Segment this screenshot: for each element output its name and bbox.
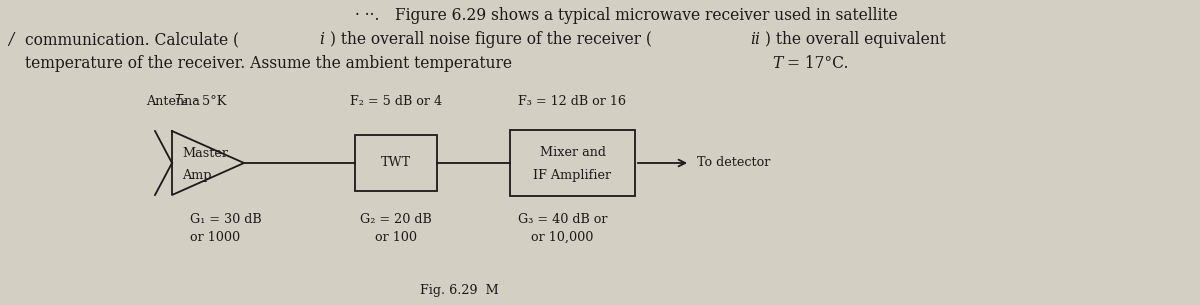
Text: = 17°C.: = 17°C.	[787, 55, 848, 72]
Text: Fig. 6.29  M: Fig. 6.29 M	[420, 284, 499, 297]
Text: T: T	[772, 55, 782, 72]
Text: or 100: or 100	[374, 231, 418, 244]
Text: G₁ = 30 dB: G₁ = 30 dB	[190, 213, 262, 226]
Text: or 10,000: or 10,000	[532, 231, 594, 244]
Text: /: /	[8, 31, 13, 48]
Text: Figure 6.29 shows a typical microwave receiver used in satellite: Figure 6.29 shows a typical microwave re…	[395, 7, 898, 24]
Text: Mixer and: Mixer and	[540, 146, 606, 160]
Text: IF Amplifier: IF Amplifier	[534, 168, 612, 181]
Text: i: i	[319, 31, 324, 48]
Text: F₃ = 12 dB or 16: F₃ = 12 dB or 16	[518, 95, 626, 108]
Text: $T_e$: $T_e$	[174, 93, 188, 108]
Text: or 1000: or 1000	[190, 231, 240, 244]
Text: TWT: TWT	[380, 156, 412, 170]
Text: Amp: Amp	[182, 168, 211, 181]
Text: ) the overall noise figure of the receiver (: ) the overall noise figure of the receiv…	[330, 31, 652, 48]
Text: Master: Master	[182, 148, 228, 160]
Text: ii: ii	[750, 31, 761, 48]
Text: · 5°K: · 5°K	[194, 95, 227, 108]
Text: temperature of the receiver. Assume the ambient temperature: temperature of the receiver. Assume the …	[25, 55, 517, 72]
Text: ) the overall equivalent: ) the overall equivalent	[766, 31, 946, 48]
Text: · ··.: · ··.	[355, 7, 384, 24]
Text: communication. Calculate (: communication. Calculate (	[25, 31, 239, 48]
Text: G₃ = 40 dB or: G₃ = 40 dB or	[517, 213, 607, 226]
Text: Antenna: Antenna	[146, 95, 200, 108]
Text: To detector: To detector	[697, 156, 770, 170]
Text: F₂ = 5 dB or 4: F₂ = 5 dB or 4	[350, 95, 442, 108]
Text: G₂ = 20 dB: G₂ = 20 dB	[360, 213, 432, 226]
